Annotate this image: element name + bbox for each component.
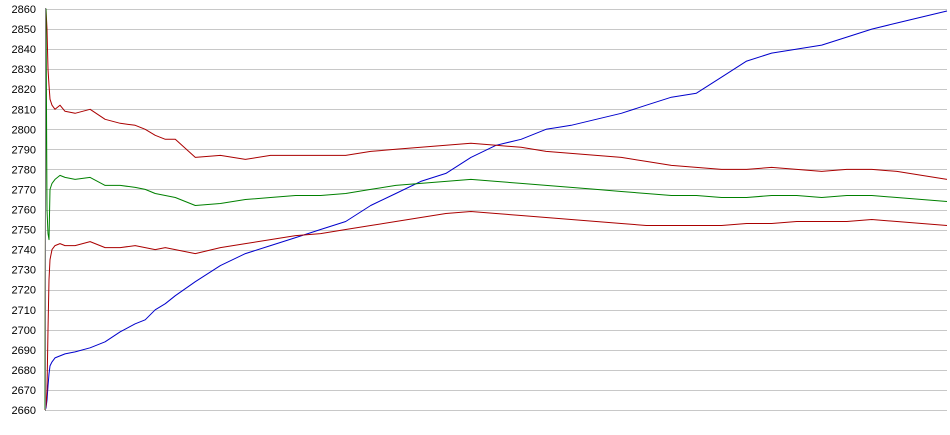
y-tick-label: 2820 <box>12 84 36 96</box>
grid-lines <box>45 9 947 411</box>
y-tick-label: 2710 <box>12 305 36 317</box>
series-line-2 <box>44 8 948 411</box>
y-tick-label: 2680 <box>12 365 36 377</box>
y-tick-label: 2760 <box>12 205 36 217</box>
y-tick-label: 2790 <box>12 144 36 156</box>
y-tick-label: 2860 <box>12 4 36 16</box>
series-lines <box>44 8 948 411</box>
y-tick-label: 2670 <box>12 385 36 397</box>
y-tick-label: 2780 <box>12 164 36 176</box>
y-tick-label: 2660 <box>12 405 36 417</box>
y-tick-label: 2850 <box>12 24 36 36</box>
y-tick-label: 2700 <box>12 325 36 337</box>
series-line-4 <box>44 211 948 411</box>
series-line-1 <box>44 10 948 411</box>
y-tick-label: 2750 <box>12 225 36 237</box>
y-tick-label: 2720 <box>12 285 36 297</box>
y-tick-labels: 2660 2670 2680 2690 2700 2710 2720 2730 2740 2750… <box>12 4 36 417</box>
y-tick-label: 2770 <box>12 184 36 196</box>
series-line-3 <box>44 8 948 411</box>
y-tick-label: 2690 <box>12 345 36 357</box>
y-tick-label: 2740 <box>12 245 36 257</box>
y-tick-label: 2800 <box>12 124 36 136</box>
y-tick-label: 2810 <box>12 104 36 116</box>
y-tick-label: 2840 <box>12 44 36 56</box>
y-tick-label: 2730 <box>12 265 36 277</box>
y-tick-label: 2830 <box>12 64 36 76</box>
